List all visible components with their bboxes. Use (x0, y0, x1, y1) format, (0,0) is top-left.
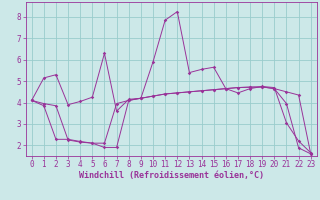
X-axis label: Windchill (Refroidissement éolien,°C): Windchill (Refroidissement éolien,°C) (79, 171, 264, 180)
